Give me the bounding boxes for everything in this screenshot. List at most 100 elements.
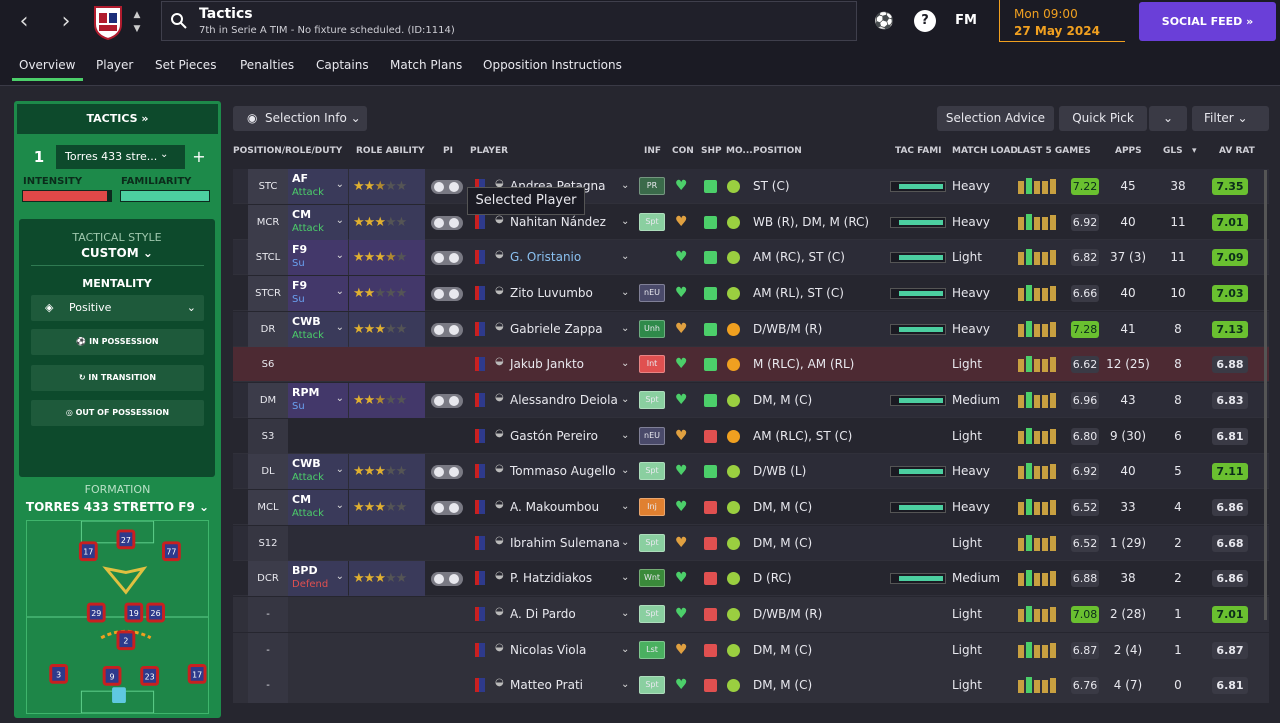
chevron-down-icon[interactable]: ⌄ xyxy=(621,537,630,548)
col-tac-fami[interactable]: TAC FAMI xyxy=(895,146,942,156)
position-cell[interactable]: S12 xyxy=(248,526,288,561)
position-cell[interactable]: - xyxy=(248,597,288,632)
player-name[interactable]: G. Oristanio xyxy=(510,250,582,264)
chevron-down-icon[interactable]: ⌄ xyxy=(621,394,630,405)
player-shirt-icon[interactable]: 17 xyxy=(187,663,207,684)
info-badge[interactable]: PR xyxy=(639,177,665,195)
player-shirt-icon[interactable]: 19 xyxy=(124,602,144,623)
col-inf[interactable]: INF xyxy=(644,146,662,156)
player-shirt-icon[interactable]: 2 xyxy=(116,630,136,651)
role-cell[interactable]: BPD Defend ⌄ xyxy=(288,561,348,596)
role-cell[interactable]: RPM Su ⌄ xyxy=(288,383,348,418)
in-possession-button[interactable]: ⚽ IN POSSESSION xyxy=(31,329,204,355)
chevron-down-icon[interactable]: ⌄ xyxy=(621,251,630,262)
player-name[interactable]: A. Di Pardo xyxy=(510,607,576,621)
selection-info-button[interactable]: ◉ Selection Info ⌄ xyxy=(233,106,367,131)
role-cell[interactable]: CM Attack ⌄ xyxy=(288,205,348,240)
player-instructions-toggle[interactable] xyxy=(431,287,463,301)
tab-player[interactable]: Player xyxy=(96,58,134,72)
chevron-down-icon[interactable]: ⌄ xyxy=(621,180,630,191)
position-cell[interactable]: S6 xyxy=(261,359,275,370)
tactical-style-value[interactable]: CUSTOM ⌄ xyxy=(81,246,153,260)
col-position[interactable]: POSITION xyxy=(753,146,802,156)
player-instructions-toggle[interactable] xyxy=(431,572,463,586)
player-name[interactable]: Gabriele Zappa xyxy=(510,322,603,336)
chevron-down-icon[interactable]: ⌄ xyxy=(621,679,630,690)
col-match-load[interactable]: MATCH LOAD xyxy=(952,146,1018,156)
player-shirt-icon[interactable]: 26 xyxy=(146,602,165,623)
tab-overview[interactable]: Overview xyxy=(12,58,83,81)
position-cell[interactable]: DL xyxy=(248,454,288,489)
table-row[interactable]: MCL CM Attack ⌄ ★★★★★ ◒ A. Makoumbou ⌄ I… xyxy=(233,490,1269,525)
chevron-down-icon[interactable]: ⌄ xyxy=(621,287,630,298)
player-name[interactable]: Ibrahim Sulemana xyxy=(510,536,620,550)
tab-penalties[interactable]: Penalties xyxy=(240,58,295,72)
in-transition-button[interactable]: ↻ IN TRANSITION xyxy=(31,365,204,391)
position-cell[interactable]: MCR xyxy=(248,205,288,240)
role-cell[interactable] xyxy=(288,419,348,454)
tab-match-plans[interactable]: Match Plans xyxy=(390,58,463,72)
social-feed-button[interactable]: SOCIAL FEED » xyxy=(1139,2,1276,41)
player-shirt-icon[interactable]: 9 xyxy=(102,665,122,686)
chevron-down-icon[interactable]: ⌄ xyxy=(621,644,630,655)
info-badge[interactable]: Spt xyxy=(639,213,665,231)
tab-captains[interactable]: Captains xyxy=(316,58,369,72)
position-cell[interactable]: MCL xyxy=(248,490,288,525)
col-av-rat[interactable]: AV RAT xyxy=(1219,146,1255,156)
table-row[interactable]: S6 ◒ Jakub Jankto ⌄ Int ♥ M (RLC), AM (R… xyxy=(233,347,1269,382)
col-apps[interactable]: APPS xyxy=(1115,146,1142,156)
col-player[interactable]: PLAYER xyxy=(470,146,509,156)
table-row[interactable]: DR CWB Attack ⌄ ★★★★★ ◒ Gabriele Zappa ⌄… xyxy=(233,312,1269,347)
col-mo[interactable]: MO... xyxy=(726,146,753,156)
selection-advice-button[interactable]: Selection Advice xyxy=(937,106,1054,131)
club-crest-icon[interactable] xyxy=(92,4,124,40)
player-instructions-toggle[interactable] xyxy=(431,465,463,479)
filter-button[interactable]: Filter ⌄ xyxy=(1192,106,1269,131)
role-cell[interactable] xyxy=(288,347,348,382)
position-cell[interactable]: STC xyxy=(248,169,288,204)
role-cell[interactable]: AF Attack ⌄ xyxy=(288,169,348,204)
tactics-header[interactable]: TACTICS » xyxy=(17,104,218,134)
player-shirt-icon[interactable]: 23 xyxy=(140,665,160,686)
scrollbar[interactable] xyxy=(1264,170,1267,620)
club-switch-icon[interactable]: ▲ ▼ xyxy=(133,10,141,34)
chevron-down-icon[interactable]: ⌄ xyxy=(621,358,630,369)
mentality-dropdown[interactable]: ◈ Positive ⌄ xyxy=(31,295,204,321)
position-cell[interactable]: DM xyxy=(248,383,288,418)
role-cell[interactable] xyxy=(288,597,348,632)
player-name[interactable]: P. Hatzidiakos xyxy=(510,571,593,585)
chevron-down-icon[interactable]: ⌄ xyxy=(621,430,630,441)
add-tactic-button[interactable]: + xyxy=(185,145,213,169)
table-row[interactable]: DL CWB Attack ⌄ ★★★★★ ◒ Tommaso Augello … xyxy=(233,454,1269,489)
info-badge[interactable]: Lst xyxy=(639,641,665,659)
col-pi[interactable]: PI xyxy=(443,146,453,156)
role-cell[interactable] xyxy=(288,526,348,561)
col-shp[interactable]: SHP xyxy=(701,146,722,156)
position-cell[interactable]: STCL xyxy=(248,240,288,275)
table-row[interactable]: STCL F9 Su ⌄ ★★★★★ ◒ G. Oristanio ⌄ ♥ AM… xyxy=(233,240,1269,275)
table-row[interactable]: - ◒ Matteo Prati ⌄ Spt ♥ DM, M (C) Light… xyxy=(233,668,1269,703)
back-arrow-icon[interactable]: ‹ xyxy=(19,9,29,34)
player-instructions-toggle[interactable] xyxy=(431,216,463,230)
info-badge[interactable]: Inj xyxy=(639,498,665,516)
col-position-role-duty[interactable]: POSITION/ROLE/DUTY xyxy=(233,146,343,156)
col-con[interactable]: CON xyxy=(672,146,694,156)
table-row[interactable]: STCR F9 Su ⌄ ★★★★★ ◒ Zito Luvumbo ⌄ nEU … xyxy=(233,276,1269,311)
player-instructions-toggle[interactable] xyxy=(431,501,463,515)
info-badge[interactable]: Unh xyxy=(639,320,665,338)
info-badge[interactable]: Spt xyxy=(639,391,665,409)
player-name[interactable]: Nahitan Nández xyxy=(510,215,606,229)
position-cell[interactable]: - xyxy=(248,633,288,668)
player-name[interactable]: Tommaso Augello xyxy=(510,464,616,478)
info-badge[interactable]: Wnt xyxy=(639,569,665,587)
formation-name[interactable]: TORRES 433 STRETTO F9 ⌄ xyxy=(25,500,210,514)
info-badge[interactable]: Spt xyxy=(639,676,665,694)
forward-arrow-icon[interactable]: › xyxy=(61,9,71,34)
player-shirt-icon[interactable]: 29 xyxy=(86,602,106,623)
table-row[interactable]: DCR BPD Defend ⌄ ★★★★★ ◒ P. Hatzidiakos … xyxy=(233,561,1269,596)
player-name[interactable]: Nicolas Viola xyxy=(510,643,587,657)
quick-pick-button[interactable]: Quick Pick xyxy=(1059,106,1147,131)
position-cell[interactable]: - xyxy=(248,668,288,703)
chevron-down-icon[interactable]: ⌄ xyxy=(621,323,630,334)
info-badge[interactable]: nEU xyxy=(639,284,665,302)
